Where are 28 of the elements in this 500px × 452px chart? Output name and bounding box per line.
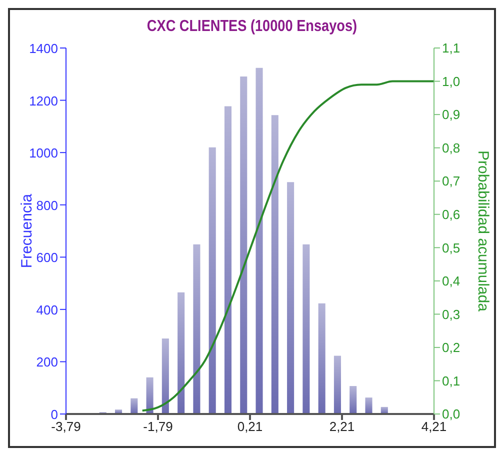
y-tick-label: 400	[36, 302, 58, 318]
y2-tick-label: 0,8	[442, 140, 460, 156]
y2-tick-label: 0,6	[442, 206, 460, 222]
y2-tick-label: 0,9	[442, 107, 460, 122]
y-tick-label: 600	[36, 250, 58, 266]
x-tick-label: 4,21	[421, 419, 447, 434]
y-tick-label: 200	[36, 354, 58, 370]
y2-axis-title: Probabilidad acumulada	[474, 150, 492, 312]
x-tick-label: -1,79	[143, 419, 173, 434]
y-tick-label: 1200	[29, 93, 58, 108]
y2-tick-label: 0,7	[442, 174, 460, 189]
x-tick-label: 0,21	[237, 419, 263, 434]
y-tick-label: 1000	[29, 146, 58, 161]
chart-title: CXC CLIENTES (10000 Ensayos)	[146, 18, 358, 36]
y2-tick-label: 0,2	[442, 340, 460, 356]
y2-tick-label: 0,5	[442, 240, 460, 256]
y2-tick-label: 1,0	[442, 74, 460, 89]
y2-tick-label: 0,1	[442, 373, 460, 388]
x-tick-label: 2,21	[329, 419, 355, 434]
y-tick-label: 800	[36, 198, 58, 213]
y2-tick-label: 0,3	[442, 306, 460, 322]
x-tick-label: -3,79	[51, 419, 81, 434]
y-tick-label: 0	[50, 407, 58, 422]
y-tick-label: 1400	[29, 41, 58, 56]
y2-tick-label: 1,1	[442, 40, 460, 56]
y2-tick-label: 0,0	[442, 406, 460, 422]
y-axis-title: Frecuencia	[18, 193, 36, 268]
y2-tick-label: 0,4	[442, 274, 460, 289]
